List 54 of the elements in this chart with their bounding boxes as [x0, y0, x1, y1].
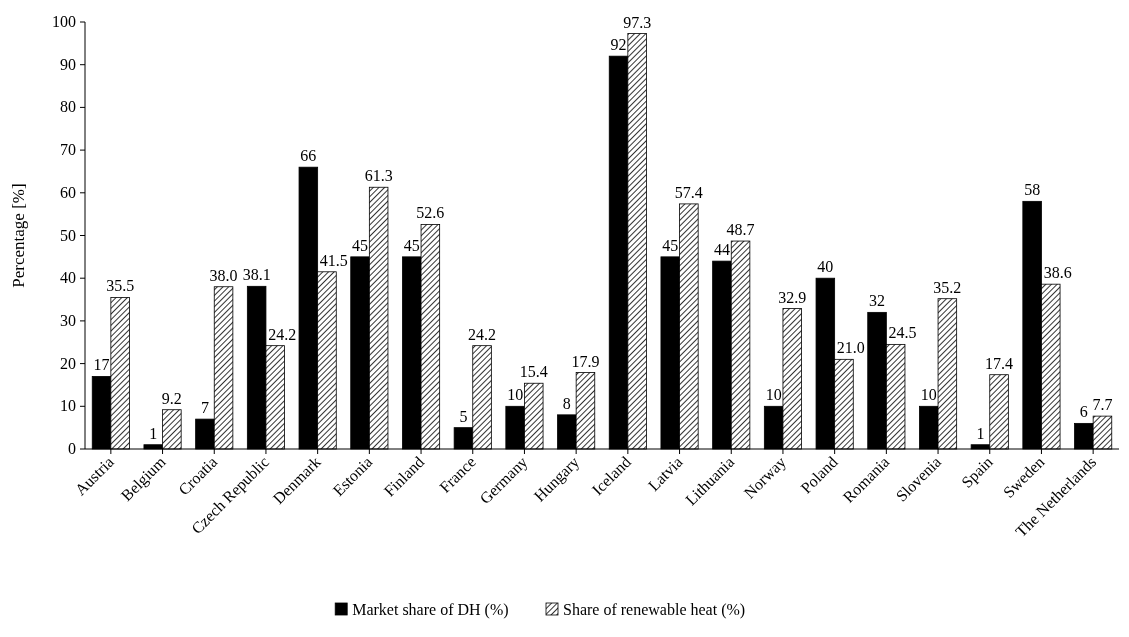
y-tick-label: 10 — [60, 397, 76, 415]
data-label: 17.9 — [571, 352, 600, 370]
y-tick-label: 20 — [60, 354, 76, 372]
y-tick-label: 40 — [60, 269, 76, 287]
data-label: 24.2 — [468, 325, 497, 343]
data-label: 9.2 — [161, 389, 182, 407]
legend-label: Market share of DH (%) — [352, 601, 509, 619]
data-label: 92 — [610, 36, 627, 54]
data-label: 35.2 — [933, 278, 962, 296]
y-tick-label: 50 — [60, 226, 76, 244]
data-label: 17 — [93, 356, 110, 374]
y-axis-title: Percentage [%] — [9, 183, 28, 288]
legend-label: Share of renewable heat (%) — [563, 601, 746, 619]
data-label: 38.1 — [242, 266, 271, 284]
data-label: 8 — [562, 394, 571, 412]
y-tick-label: 90 — [60, 55, 76, 73]
data-label: 1 — [149, 424, 158, 442]
data-label: 5 — [459, 407, 468, 425]
y-tick-label: 0 — [68, 440, 76, 457]
data-label: 10 — [507, 386, 524, 404]
data-label: 45 — [352, 236, 369, 254]
data-label: 10 — [765, 386, 782, 404]
y-tick-label: 30 — [60, 311, 76, 329]
data-label: 32.9 — [778, 288, 807, 306]
data-label: 66 — [300, 147, 317, 165]
data-label: 41.5 — [319, 251, 348, 269]
data-label: 61.3 — [364, 167, 393, 185]
data-label: 52.6 — [416, 204, 445, 222]
data-label: 32 — [869, 292, 886, 310]
data-label: 24.2 — [268, 325, 297, 343]
data-label: 35.5 — [106, 277, 135, 295]
data-label: 48.7 — [726, 221, 755, 239]
data-label: 57.4 — [674, 183, 703, 201]
data-label: 40 — [817, 258, 834, 276]
data-label: 97.3 — [623, 13, 652, 31]
data-label: 38.0 — [209, 266, 238, 284]
data-label: 7.7 — [1092, 396, 1113, 414]
data-label: 45 — [662, 236, 679, 254]
y-tick-label: 70 — [60, 141, 76, 159]
data-label: 58 — [1024, 181, 1041, 199]
data-label: 17.4 — [985, 354, 1014, 372]
data-label: 6 — [1079, 403, 1088, 421]
data-label: 45 — [403, 236, 420, 254]
y-tick-label: 100 — [52, 13, 76, 30]
data-label: 21.0 — [836, 339, 865, 357]
data-label: 38.6 — [1043, 264, 1072, 282]
data-label: 7 — [200, 399, 209, 417]
y-tick-label: 80 — [60, 98, 76, 116]
y-tick-label: 60 — [60, 183, 76, 201]
data-label: 1 — [976, 424, 985, 442]
data-label: 24.5 — [888, 324, 917, 342]
data-label: 44 — [713, 241, 730, 259]
data-label: 10 — [920, 386, 937, 404]
data-label: 15.4 — [519, 363, 548, 381]
